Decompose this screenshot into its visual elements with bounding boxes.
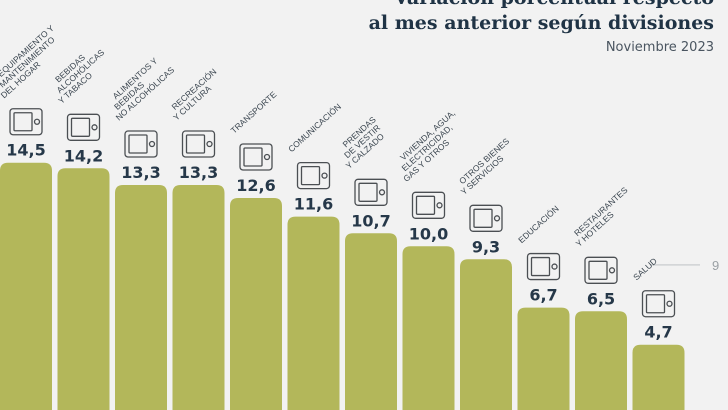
value-label: 6,5: [587, 289, 615, 308]
diploma-icon: [526, 252, 561, 281]
bar: [287, 216, 340, 410]
bar-group: 10,0 VIVIENDA, AGUA,ELECTRICIDAD,GAS Y OT…: [389, 108, 469, 410]
category-label: EDUCACIÓN: [516, 203, 561, 245]
camera-icon: [181, 130, 216, 158]
bar: [517, 307, 570, 410]
category-label: SALUD: [631, 256, 659, 282]
microwave-icon: [9, 108, 43, 136]
bar-group: 13,3 RECREACIÓNY CULTURA: [165, 66, 225, 410]
value-label: 9,3: [472, 237, 500, 256]
value-label: 10,7: [351, 211, 390, 230]
bar: [345, 233, 397, 410]
category-label: COMUNICACIÓN: [286, 101, 343, 154]
bar-group: 11,6 COMUNICACIÓN: [286, 101, 343, 410]
category-label: VIVIENDA, AGUA,ELECTRICIDAD,GAS Y OTROS: [389, 108, 469, 184]
food-bowl-icon: [124, 130, 158, 158]
bar-group: 6,7 EDUCACIÓN: [516, 203, 570, 410]
category-label: RECREACIÓNY CULTURA: [165, 66, 224, 122]
bar: [575, 311, 627, 410]
value-label: 11,6: [294, 195, 333, 214]
scissors-ribbon-icon: [469, 204, 503, 232]
value-label: 14,2: [64, 146, 103, 165]
category-label: PRENDASDE VESTIRY CALZADO: [332, 114, 390, 171]
value-label: 12,6: [236, 176, 275, 195]
category-label: TRANSPORTE: [229, 89, 279, 135]
category-label: ALIMENTOS YBEBIDASNO ALCOHÓLICAS: [102, 51, 177, 122]
bar: [172, 185, 225, 410]
value-label: 4,7: [644, 323, 672, 342]
chart-subtitle: Noviembre 2023: [605, 40, 714, 55]
category-label: OTROS BIENESY SERVICIOS: [453, 136, 518, 197]
category-label: BEBIDASALCOHÓLICASY TABACO: [44, 40, 112, 106]
bar-group: 6,5 RESTAURANTESY HOTELES: [568, 185, 636, 410]
value-label: 13,3: [179, 163, 218, 182]
bar-group: 9,3 OTROS BIENESY SERVICIOS: [453, 136, 518, 410]
bar-group: 14,2 BEBIDASALCOHÓLICASY TABACO: [44, 40, 112, 410]
bar: [0, 162, 52, 410]
value-label: 13,3: [121, 163, 160, 182]
value-label: 10,0: [409, 224, 448, 243]
bar: [57, 168, 110, 410]
phone-icon: [296, 161, 331, 190]
clothes-icon: [354, 178, 388, 206]
value-label: 6,7: [529, 286, 557, 305]
plate-cutlery-icon: [584, 256, 618, 284]
bar: [115, 185, 167, 410]
bar: [402, 246, 455, 410]
bar: [460, 259, 512, 410]
bar: [632, 344, 685, 410]
bus-icon: [239, 143, 273, 171]
hospital-icon: [641, 290, 676, 318]
bar-group: 13,3 ALIMENTOS YBEBIDASNO ALCOHÓLICAS: [102, 51, 177, 410]
house-documents-icon: [411, 191, 446, 219]
bar-group: 10,7 PRENDASDE VESTIRY CALZADO: [332, 114, 397, 410]
chart-title-line1: Variación porcentual respecto: [394, 0, 714, 9]
wine-bottle-icon: [66, 113, 101, 141]
reference-line-label: 9: [712, 258, 719, 273]
bar: [230, 198, 282, 410]
category-label: RESTAURANTESY HOTELES: [568, 185, 636, 249]
bar-group: 4,7 SALUD: [631, 256, 685, 410]
value-label: 14,5: [6, 141, 45, 160]
chart-title-line2: al mes anterior según divisiones: [368, 12, 714, 34]
bar-group: 12,6 TRANSPORTE: [229, 89, 282, 410]
